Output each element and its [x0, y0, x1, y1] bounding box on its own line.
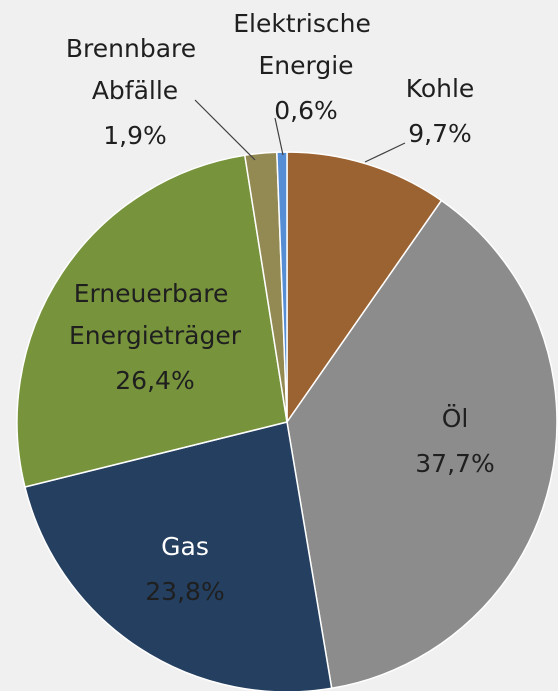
slice-value-label: 37,7% [415, 449, 494, 478]
slice-value-label: 9,7% [408, 119, 472, 148]
slice-label: Elektrische Energie [233, 9, 379, 80]
slice-label: Erneuerbare Energieträger [69, 279, 242, 350]
slice-value-label: 0,6% [274, 96, 338, 125]
pie-slice [286, 151, 443, 425]
slice-label-line: Kohle [406, 74, 475, 103]
leader-line [274, 117, 284, 156]
leader-line [194, 99, 256, 161]
slice-label-line: Erneuerbare [74, 279, 237, 308]
slice-label-line: Elektrische [233, 9, 379, 38]
pie-slice [24, 421, 333, 691]
slice-value-label: 26,4% [115, 366, 194, 395]
slice-label: Kohle [406, 74, 475, 103]
slice-label: Öl [442, 404, 469, 433]
pie-slice [16, 154, 288, 488]
slice-label-line: Gas [161, 532, 209, 561]
slice-value-label: 1,9% [103, 121, 167, 150]
slice-label-line: Abfälle [92, 76, 178, 105]
slice-label-line: Energie [258, 51, 353, 80]
pie-slice [286, 199, 558, 690]
slice-label-line: Brennbare [66, 34, 204, 63]
slice-label: Gas [161, 532, 209, 561]
slice-label-line: Energieträger [69, 321, 242, 350]
slice-label-line: Öl [442, 404, 469, 433]
leader-line [364, 142, 406, 163]
slice-value-label: 23,8% [145, 577, 224, 606]
slice-label: Brennbare Abfälle [66, 34, 204, 105]
